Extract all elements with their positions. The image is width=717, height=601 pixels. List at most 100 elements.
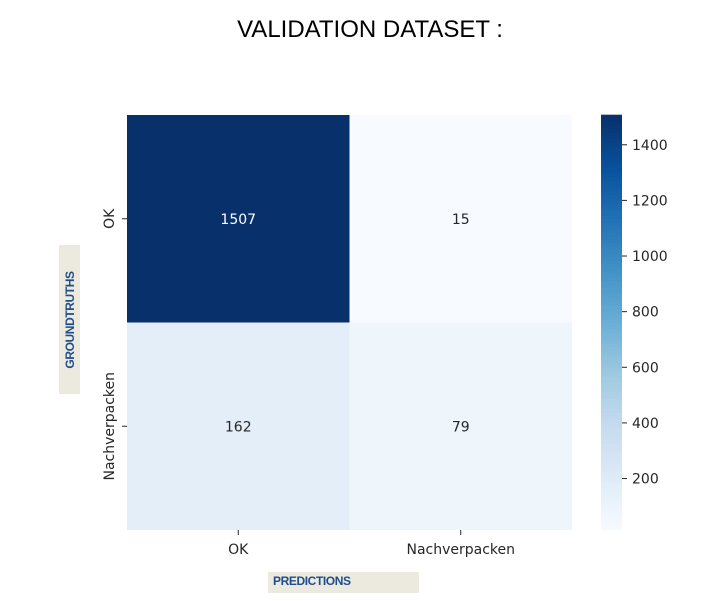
y-tick-label: OK <box>102 208 118 229</box>
colorbar-segment <box>601 256 622 261</box>
colorbar-segment <box>601 311 622 316</box>
colorbar-segment <box>601 439 622 444</box>
colorbar-segment <box>601 118 622 123</box>
colorbar-segment <box>601 280 622 285</box>
colorbar-tick-label: 200 <box>632 472 659 488</box>
colorbar-segment <box>601 273 622 278</box>
colorbar-segment <box>601 470 622 475</box>
colorbar-segment <box>601 481 622 486</box>
colorbar-segment <box>601 380 622 386</box>
colorbar-segment <box>601 450 622 455</box>
colorbar-tick-label: 1400 <box>632 138 668 154</box>
colorbar-segment <box>601 297 622 303</box>
colorbar-segment <box>601 322 622 327</box>
colorbar-segment <box>601 114 622 119</box>
colorbar-segment <box>601 526 622 531</box>
colorbar-segment <box>601 508 622 514</box>
colorbar-segment <box>601 180 622 185</box>
colorbar-segment <box>601 304 622 309</box>
colorbar-segment <box>601 391 622 396</box>
colorbar-segment <box>601 173 622 178</box>
colorbar-segment <box>601 221 622 226</box>
colorbar-segment <box>601 190 622 195</box>
cell-value-label: 1507 <box>220 212 256 228</box>
colorbar-segment <box>601 225 622 230</box>
colorbar-segment <box>601 232 622 237</box>
colorbar-segment <box>601 488 622 493</box>
colorbar-segment <box>601 457 622 462</box>
colorbar-segment <box>601 291 622 296</box>
cell-value-label: 79 <box>452 419 470 435</box>
colorbar-segment <box>601 429 622 434</box>
colorbar-segment <box>601 443 622 448</box>
x-tick-label: Nachverpacken <box>406 542 515 558</box>
colorbar-tick-label: 1000 <box>632 249 668 265</box>
colorbar-segment <box>601 214 622 220</box>
colorbar-tick-label: 600 <box>632 360 659 376</box>
colorbar-segment <box>601 394 622 399</box>
colorbar-segment <box>601 419 622 424</box>
colorbar-segment <box>601 432 622 437</box>
colorbar-segment <box>601 360 622 365</box>
colorbar-segment <box>601 370 622 375</box>
colorbar-segment <box>601 204 622 209</box>
colorbar-segment <box>601 208 622 213</box>
colorbar-segment <box>601 163 622 168</box>
colorbar-segment <box>601 401 622 406</box>
colorbar-segment <box>601 398 622 403</box>
colorbar-segment <box>601 342 622 348</box>
colorbar-segment <box>601 145 622 150</box>
colorbar-segment <box>601 301 622 306</box>
y-axis-label-box: GROUNDTRUTHS <box>59 245 80 394</box>
colorbar-segment <box>601 329 622 334</box>
colorbar-segment <box>601 197 622 202</box>
colorbar-segment <box>601 277 622 282</box>
colorbar-segment <box>601 502 622 507</box>
colorbar-segment <box>601 436 622 441</box>
colorbar-segment <box>601 384 622 389</box>
colorbar-segment <box>601 387 622 392</box>
colorbar-segment <box>601 259 622 265</box>
colorbar-segment <box>601 135 622 140</box>
heatmap-cell <box>349 115 572 323</box>
colorbar-segment <box>601 187 622 192</box>
colorbar-segment <box>601 239 622 244</box>
colorbar-segment <box>601 515 622 520</box>
colorbar-segment <box>601 270 622 275</box>
colorbar-segment <box>601 363 622 368</box>
x-axis-label-box: PREDICTIONS <box>268 572 419 593</box>
colorbar-segment <box>601 491 622 496</box>
colorbar-tick-label: 400 <box>632 416 659 432</box>
colorbar-segment <box>601 474 622 479</box>
colorbar-segment <box>601 149 622 154</box>
colorbar-segment <box>601 253 622 258</box>
colorbar-segment <box>601 346 622 351</box>
colorbar-segment <box>601 170 622 175</box>
colorbar-segment <box>601 242 622 247</box>
colorbar-segment <box>601 318 622 323</box>
colorbar-segment <box>601 284 622 289</box>
colorbar-segment <box>601 266 622 271</box>
colorbar-segment <box>601 308 622 313</box>
colorbar-segment <box>601 453 622 458</box>
colorbar-segment <box>601 495 622 500</box>
colorbar-segment <box>601 512 622 517</box>
colorbar-segment <box>601 353 622 358</box>
colorbar-segment <box>601 128 622 133</box>
colorbar-segment <box>601 159 622 164</box>
y-tick-label: Nachverpacken <box>102 372 118 481</box>
colorbar-segment <box>601 405 622 410</box>
x-tick-label: OK <box>228 542 249 558</box>
cell-value-label: 15 <box>452 212 470 228</box>
colorbar-segment <box>601 228 622 233</box>
x-axis-label: PREDICTIONS <box>273 574 351 588</box>
cell-value-label: 162 <box>225 419 252 435</box>
colorbar-segment <box>601 246 622 251</box>
colorbar-segment <box>601 125 622 130</box>
colorbar-segment <box>601 519 622 524</box>
colorbar-segment <box>601 367 622 372</box>
colorbar-segment <box>601 412 622 417</box>
colorbar-segment <box>601 152 622 157</box>
colorbar-segment <box>601 349 622 354</box>
colorbar-segment <box>601 374 622 379</box>
